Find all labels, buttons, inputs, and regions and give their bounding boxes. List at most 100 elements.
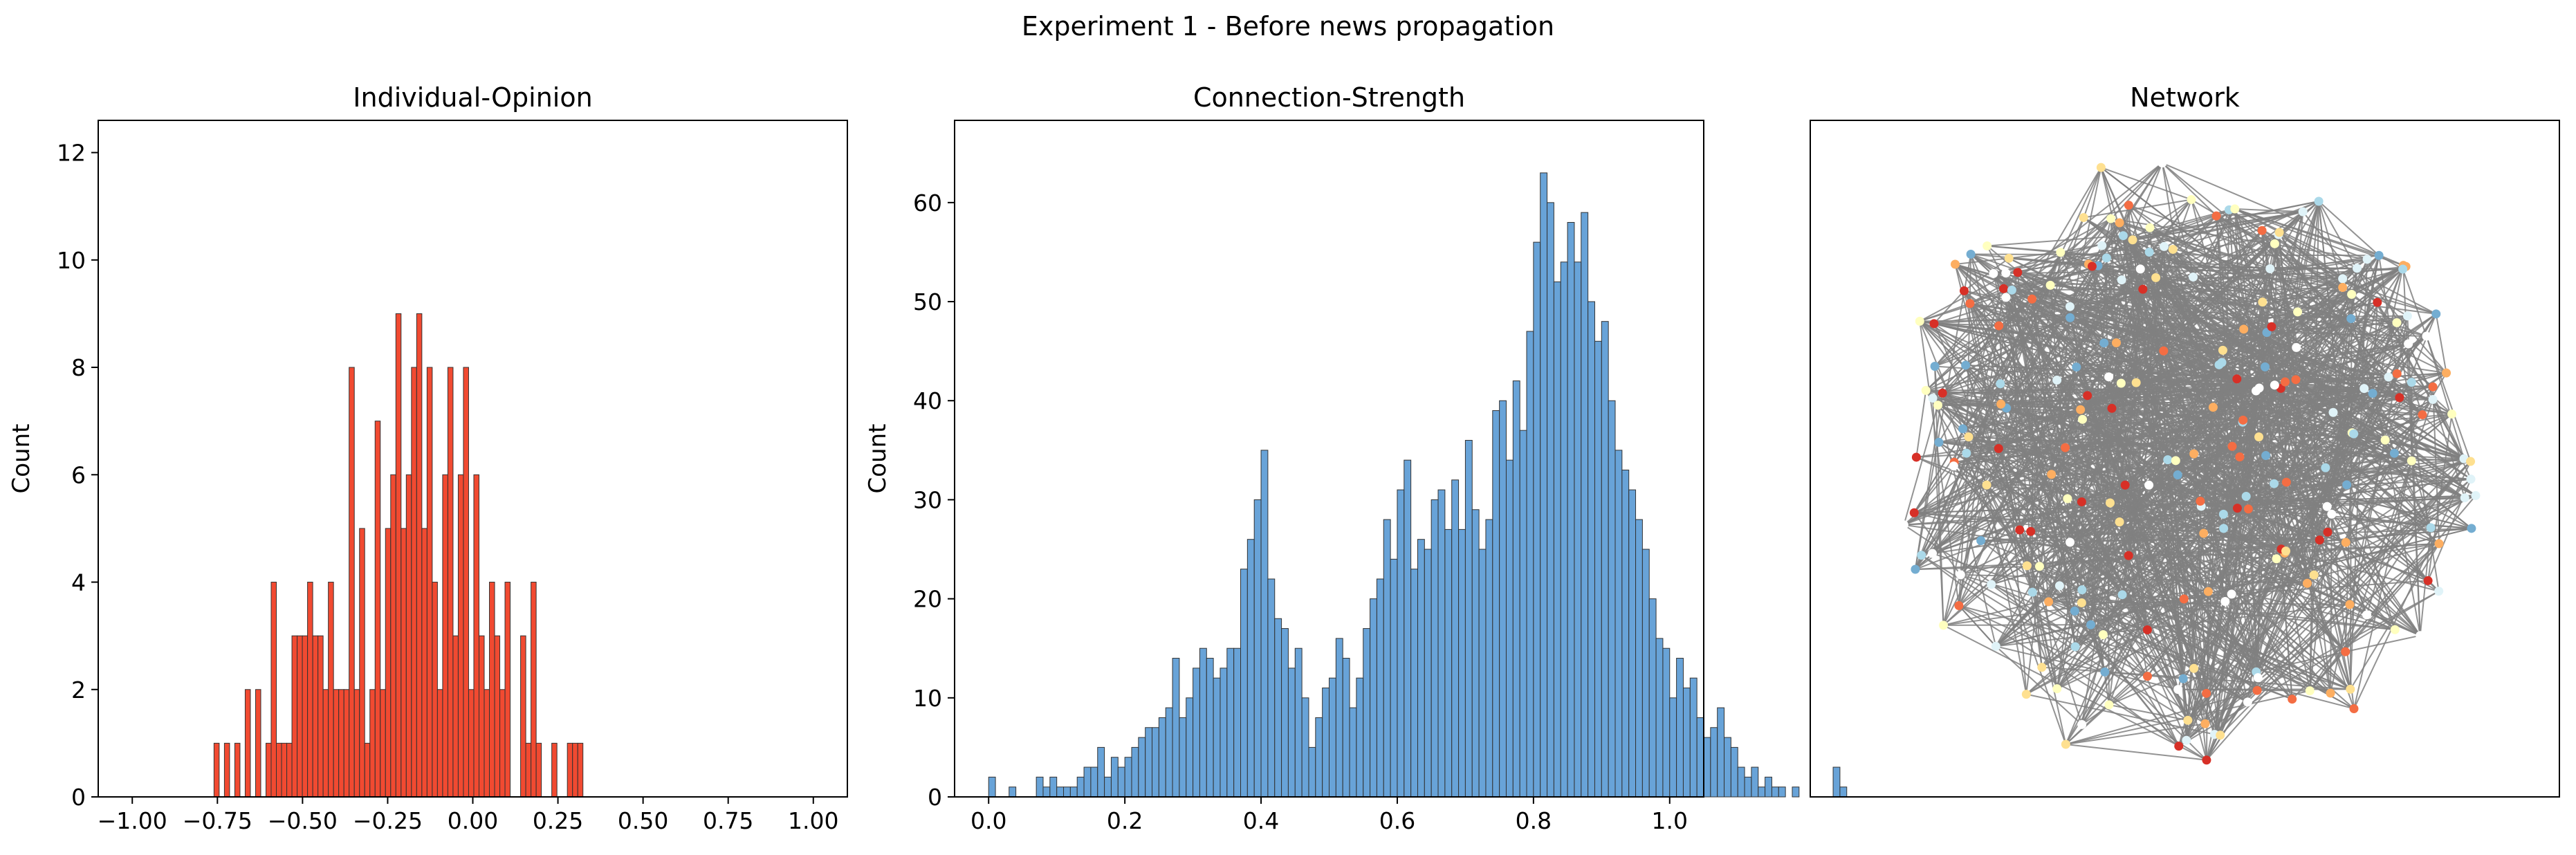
network-node	[2252, 686, 2262, 695]
network-edge	[2432, 387, 2440, 544]
network-edge	[2017, 272, 2110, 378]
histogram-bar	[1676, 658, 1684, 798]
network-node	[2270, 479, 2279, 488]
network-edge	[2353, 433, 2465, 460]
network-edge	[2025, 513, 2333, 695]
network-edge	[2119, 383, 2137, 522]
network-node	[1928, 394, 1938, 403]
network-edge	[1943, 625, 2207, 761]
histogram-bar	[1832, 766, 1841, 798]
network-edge	[2000, 163, 2163, 405]
network-edge	[2065, 294, 2353, 745]
histogram-bar	[535, 742, 542, 798]
histogram-bar	[1404, 459, 1412, 798]
x-tick-label: 0.0	[970, 807, 1006, 834]
histogram-bar	[390, 474, 396, 798]
strength-bars	[988, 172, 1848, 798]
histogram-bar	[1206, 658, 1214, 798]
network-node	[2428, 395, 2438, 405]
network-node	[2426, 523, 2436, 533]
network-node	[1929, 319, 1939, 329]
histogram-bar	[1376, 578, 1384, 798]
histogram-bar	[322, 689, 329, 798]
network-node	[2158, 158, 2167, 168]
x-tick-label: 0.4	[1243, 807, 1279, 834]
opinion-bars	[213, 313, 584, 798]
histogram-bar	[1287, 668, 1296, 798]
network-edge	[2032, 591, 2395, 631]
histogram-bar	[1301, 697, 1309, 798]
network-node	[1938, 388, 1947, 398]
network-node	[1994, 321, 2004, 331]
network-node	[2235, 452, 2245, 461]
network-edge	[2378, 255, 2398, 374]
histogram-bar	[369, 689, 376, 798]
network-node	[2428, 382, 2438, 392]
network-node	[2104, 700, 2114, 710]
histogram-bar	[1110, 757, 1119, 798]
network-edge	[1986, 381, 2285, 486]
network-node	[2054, 581, 2064, 591]
network-node	[2203, 587, 2213, 596]
histogram-bar	[1696, 717, 1704, 798]
network-node	[2293, 307, 2303, 317]
network-node	[2404, 339, 2413, 349]
network-edge	[2132, 239, 2225, 529]
network-node	[2066, 537, 2075, 547]
network-edge	[2108, 246, 2165, 706]
panel-network-graph: Network	[1810, 82, 2560, 798]
histogram-bar	[1213, 677, 1221, 798]
network-node	[1982, 480, 1991, 490]
network-edge	[1925, 298, 2033, 392]
histogram-bar	[1464, 440, 1473, 798]
network-node	[2052, 376, 2062, 385]
network-edge	[2204, 420, 2244, 724]
network-edge	[2285, 313, 2437, 552]
network-node	[2208, 403, 2218, 412]
network-edge	[2066, 744, 2207, 761]
histogram-bar	[1710, 727, 1718, 798]
network-node	[2270, 380, 2279, 390]
histogram-bar	[432, 582, 438, 798]
network-node	[2124, 551, 2133, 560]
histogram-bar	[1758, 787, 1766, 798]
histogram-bar	[525, 742, 532, 798]
histogram-bar	[988, 776, 996, 798]
histogram-bar	[1662, 647, 1671, 798]
network-node	[1994, 443, 2003, 453]
histogram-bar	[1090, 766, 1098, 798]
network-node	[1933, 401, 1942, 410]
network-edge	[2128, 302, 2378, 556]
network-node	[1934, 437, 1944, 447]
network-node	[2076, 405, 2086, 414]
histogram-bar	[1655, 638, 1664, 798]
network-node	[2037, 663, 2047, 672]
histogram-bar	[328, 582, 334, 798]
network-edge	[2090, 376, 2110, 625]
network-node	[2267, 322, 2276, 331]
network-node	[2078, 414, 2088, 424]
x-tick-label: 0.75	[703, 807, 753, 834]
network-node	[2253, 673, 2263, 683]
network-edge	[1963, 257, 2009, 292]
network-node	[2065, 302, 2074, 311]
histogram-bar	[1056, 787, 1065, 798]
network-edge	[2186, 543, 2440, 742]
histogram-bar	[1601, 321, 1609, 798]
network-edge	[1915, 407, 2007, 570]
network-node	[2374, 250, 2384, 260]
network-node	[2111, 338, 2121, 348]
network-node	[2087, 261, 2097, 271]
network-node	[2077, 719, 2087, 729]
network-node	[2327, 509, 2337, 519]
network-edge	[2069, 317, 2137, 383]
histogram-bar	[1437, 489, 1446, 798]
network-node	[2004, 253, 2014, 263]
network-node	[2079, 213, 2088, 223]
network-edge	[2330, 513, 2421, 636]
histogram-bar	[1076, 776, 1085, 798]
network-node	[2398, 264, 2408, 274]
network-node	[2466, 457, 2476, 466]
histogram-bar	[343, 689, 350, 798]
network-edge	[1933, 290, 1965, 324]
